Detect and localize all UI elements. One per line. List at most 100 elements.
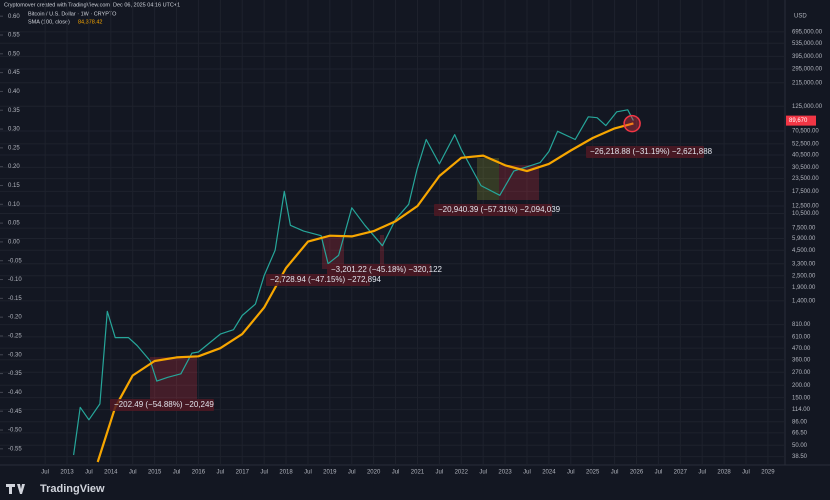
x-tick-label: Jul xyxy=(260,470,268,476)
x-tick-label: Jul xyxy=(41,470,49,476)
y-tick-label: 695,000.00 xyxy=(792,29,823,35)
y-tick-label: 38.50 xyxy=(792,454,808,460)
annotation: −202.49 (−54.88%) −20,249 xyxy=(114,400,214,409)
annotation-box xyxy=(266,274,370,286)
y-tick-label: 1,900.00 xyxy=(792,285,816,291)
x-tick-label: 2016 xyxy=(192,470,206,476)
x-tick-label: 2029 xyxy=(761,470,775,476)
y2-tick-label: 0.30 xyxy=(8,127,20,133)
annotation: −3,201.22 (−45.18%) −320,122 xyxy=(331,265,443,274)
y2-tick-label: -0.20 xyxy=(8,315,22,321)
x-tick-label: Jul xyxy=(567,470,575,476)
annotation-box xyxy=(586,146,704,158)
y2-tick-label: 0.25 xyxy=(8,145,20,151)
y-tick-label: 150.00 xyxy=(792,395,811,401)
x-tick-label: Jul xyxy=(436,470,444,476)
y-tick-label: 4,500.00 xyxy=(792,248,816,254)
y2-tick-label: 0.35 xyxy=(8,108,20,114)
y2-tick-label: -0.30 xyxy=(8,352,22,358)
annotation-box xyxy=(327,264,431,276)
footer-logo: TradingView xyxy=(40,483,105,495)
currency: USD xyxy=(794,14,807,20)
y-tick-label: 200.00 xyxy=(792,383,811,389)
x-tick-label: Jul xyxy=(304,470,312,476)
x-tick-label: Jul xyxy=(85,470,93,476)
x-tick-label: Jul xyxy=(392,470,400,476)
y2-tick-label: 0.60 xyxy=(8,14,20,20)
x-tick-label: 2021 xyxy=(411,470,425,476)
sma-line xyxy=(96,122,634,463)
x-tick-label: 2020 xyxy=(367,470,381,476)
y2-tick-label: 0.55 xyxy=(8,33,20,39)
y-tick-label: 295,000.00 xyxy=(792,67,823,73)
price-tag-label: 89,670 xyxy=(789,118,808,124)
x-tick-label: 2024 xyxy=(542,470,556,476)
x-tick-label: Jul xyxy=(611,470,619,476)
x-tick-label: 2022 xyxy=(455,470,469,476)
y-tick-label: 360.00 xyxy=(792,357,811,363)
y2-tick-label: -0.55 xyxy=(8,446,22,452)
drawdown-zone xyxy=(477,158,499,200)
y-tick-label: 470.00 xyxy=(792,346,811,352)
x-tick-label: 2018 xyxy=(279,470,293,476)
x-tick-label: 2027 xyxy=(674,470,688,476)
x-tick-label: 2025 xyxy=(586,470,600,476)
y2-tick-label: -0.05 xyxy=(8,258,22,264)
y-tick-label: 7,500.00 xyxy=(792,226,816,232)
x-tick-label: 2017 xyxy=(236,470,250,476)
y-tick-label: 50.00 xyxy=(792,443,808,449)
y-tick-label: 395,000.00 xyxy=(792,54,823,60)
x-tick-label: 2015 xyxy=(148,470,162,476)
y2-tick-label: -0.15 xyxy=(8,296,22,302)
x-tick-label: Jul xyxy=(523,470,531,476)
y2-tick-label: 0.15 xyxy=(8,183,20,189)
logo-icon xyxy=(6,484,25,494)
x-tick-label: Jul xyxy=(129,470,137,476)
y-tick-label: 1,400.00 xyxy=(792,298,816,304)
annotation: −26,218.88 (−31.19%) −2,621,888 xyxy=(590,147,713,156)
x-tick-label: 2014 xyxy=(104,470,118,476)
y2-tick-label: -0.35 xyxy=(8,371,22,377)
y-tick-label: 40,500.00 xyxy=(792,153,819,159)
annotation: −2,728.94 (−47.15%) −272,894 xyxy=(270,275,382,284)
y2-tick-label: -0.40 xyxy=(8,390,22,396)
x-tick-label: Jul xyxy=(173,470,181,476)
y-tick-label: 23,500.00 xyxy=(792,176,819,182)
x-tick-label: 2026 xyxy=(630,470,644,476)
annotation-box xyxy=(434,204,552,216)
y2-tick-label: 0.40 xyxy=(8,89,20,95)
x-tick-label: 2013 xyxy=(60,470,74,476)
x-tick-label: Jul xyxy=(698,470,706,476)
x-tick-label: Jul xyxy=(742,470,750,476)
credit: Cryptomover created with TradingView.com… xyxy=(4,2,180,8)
y-tick-label: 114.00 xyxy=(792,407,811,413)
y2-tick-label: 0.20 xyxy=(8,164,20,170)
y2-tick-label: 0.45 xyxy=(8,70,20,76)
y-tick-label: 3,300.00 xyxy=(792,261,816,267)
x-tick-label: 2023 xyxy=(498,470,512,476)
drawdown-zone xyxy=(499,165,539,200)
y2-tick-label: 0.10 xyxy=(8,202,20,208)
x-tick-label: 2028 xyxy=(717,470,731,476)
x-tick-label: 2019 xyxy=(323,470,337,476)
y-tick-label: 270.00 xyxy=(792,370,811,376)
y-tick-label: 610.00 xyxy=(792,334,811,340)
y-tick-label: 535,000.00 xyxy=(792,41,823,47)
price-tag xyxy=(786,115,816,126)
drawdown-zone xyxy=(150,357,197,399)
y-tick-label: 125,000.00 xyxy=(792,104,823,110)
y-tick-label: 2,500.00 xyxy=(792,273,816,279)
annotation: −20,940.39 (−57.31%) −2,094,039 xyxy=(438,205,561,214)
annotation-box xyxy=(110,399,214,411)
x-tick-label: Jul xyxy=(217,470,225,476)
y2-tick-label: 0.50 xyxy=(8,51,20,57)
y2-tick-label: -0.45 xyxy=(8,409,22,415)
sma-value: 84,378.42 xyxy=(78,19,102,25)
grid xyxy=(0,0,785,465)
y-tick-label: 86.00 xyxy=(792,419,808,425)
drawdown-zone xyxy=(380,235,384,265)
sma-legend: SMA (100, close) xyxy=(28,19,70,25)
y-tick-label: 70,500.00 xyxy=(792,129,819,135)
price-line xyxy=(73,109,634,456)
